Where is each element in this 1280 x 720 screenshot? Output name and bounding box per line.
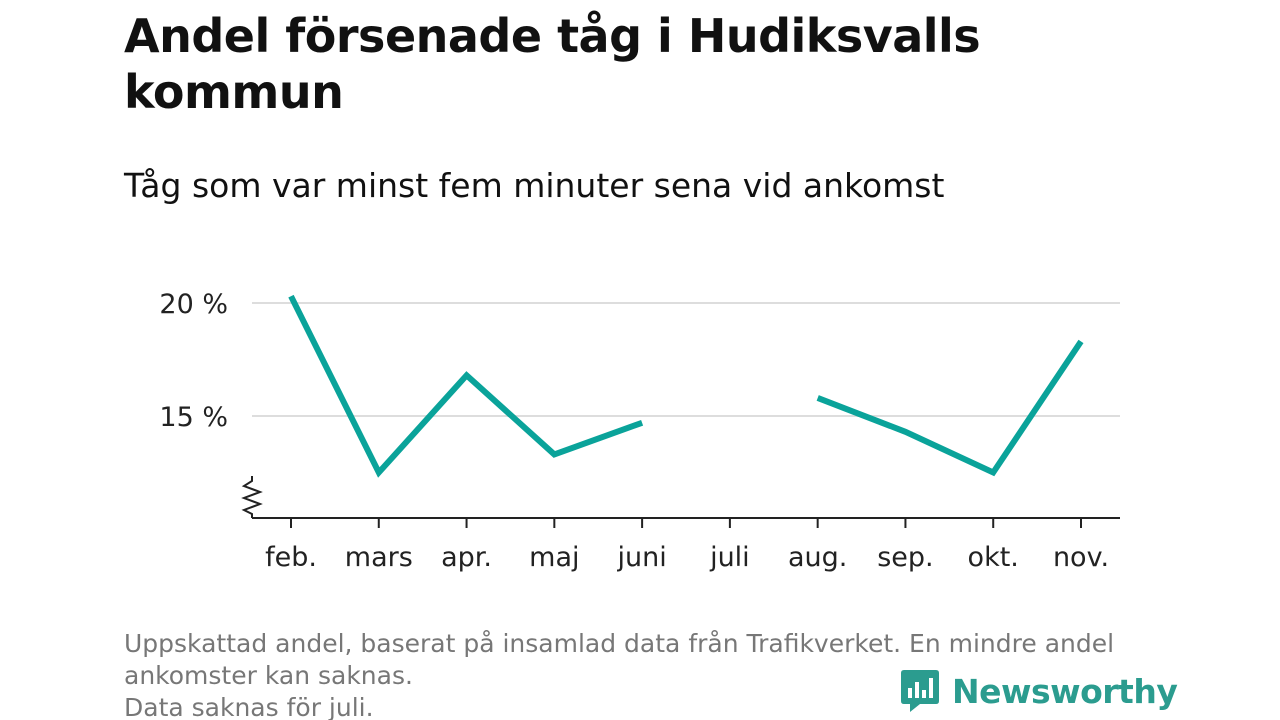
gridlines [252,302,1120,417]
footer-note-line: ankomster kan saknas. [124,661,413,690]
line-chart: feb. mars apr. maj juni juli aug. sep. okt. nov. … [159,289,1120,573]
x-axis: feb. mars apr. maj juni juli aug. sep. okt. nov. [252,517,1120,573]
axis-break-zigzag [241,476,263,518]
brand-logo: Newsworthy [900,668,1178,714]
x-tick-label: juni [616,542,666,573]
x-tick-label: sep. [877,542,933,573]
x-tick-label: feb. [265,542,317,573]
series-line [816,339,1084,477]
x-tick-label: maj [529,542,579,573]
footer-note-line: Data saknas för juli. [124,693,374,720]
y-tick-label: 15 % [159,402,228,433]
chart-subtitle: Tåg som var minst fem minuter sena vid a… [124,166,945,205]
x-tick-label: okt. [968,542,1019,573]
brand-name: Newsworthy [952,671,1178,711]
footer-note: Uppskattad andel, baserat på insamlad da… [124,628,1164,720]
footer-note-line: Uppskattad andel, baserat på insamlad da… [124,629,1115,658]
series-line [288,294,644,478]
newsworthy-bar-chart-icon [901,670,939,712]
x-tick-label: aug. [788,542,847,573]
y-axis-break [241,476,263,518]
x-tick-label: mars [345,542,413,573]
x-tick-label: apr. [441,542,492,573]
chart-title: Andel försenade tåg i Hudiksvalls kommun [124,9,981,119]
y-tick-label: 20 % [159,289,228,320]
series-group [288,294,1084,478]
x-tick-label: juli [709,542,750,573]
x-tick-label: nov. [1053,542,1109,573]
y-axis-labels: 15 % 20 % [159,289,228,433]
